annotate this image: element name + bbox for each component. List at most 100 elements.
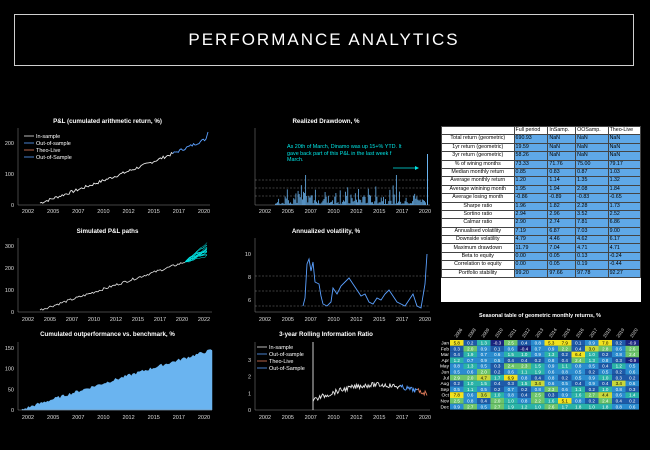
drawdown-bar <box>286 189 288 205</box>
drawdown-bar <box>372 202 373 205</box>
pnl-legend: In-sample Out-of-sample Theo-Live Out-of… <box>24 134 72 161</box>
seasonal-cell <box>531 369 545 375</box>
drawdown-bar <box>427 154 428 205</box>
seasonal-cell-value: 0.3 <box>454 346 461 351</box>
seasonal-cell-value: 0.2 <box>602 352 609 357</box>
drawdown-bar <box>334 196 336 205</box>
seasonal-cell <box>598 351 612 358</box>
x-tick-label: 2015 <box>373 415 385 421</box>
seasonal-cell <box>504 380 518 387</box>
drawdown-bar <box>352 201 354 205</box>
table-cell: 0.83 <box>547 167 577 178</box>
year-label: 2015 <box>561 327 571 339</box>
drawdown-bar <box>361 202 363 205</box>
seasonal-cell-value: 1.9 <box>467 352 474 357</box>
pnl-chart-panel: P&L (cumulated arithmetic return, %) 200… <box>0 114 215 222</box>
seasonal-cell-value: 2.5 <box>454 399 461 404</box>
x-tick-label: 2005 <box>282 415 294 421</box>
month-label: Jul <box>443 375 449 381</box>
drawdown-bar <box>370 195 371 205</box>
x-tick-label: 2012 <box>350 415 362 421</box>
seasonal-cell-value: 0.2 <box>616 370 623 375</box>
seasonal-cell <box>625 357 639 364</box>
seasonal-cell-value: 0.8 <box>575 399 582 404</box>
y-tick-labels: 6 8 10 <box>245 252 251 304</box>
drawdown-bar <box>422 200 424 205</box>
drawdown-bar <box>293 198 295 205</box>
seasonal-cell-value: 4.7 <box>481 375 488 380</box>
seasonal-cell-value: 3.6 <box>481 393 488 398</box>
seasonal-cell <box>463 351 477 358</box>
drawdown-bar <box>333 203 335 205</box>
seasonal-cell-value: 1.3 <box>467 364 474 369</box>
seasonal-cell <box>450 374 464 381</box>
row-label: Downside volatility <box>441 235 515 245</box>
table-cell: 0.00 <box>513 251 549 262</box>
drawdown-bar <box>408 203 410 205</box>
seasonal-cell-value: 0.6 <box>467 393 474 398</box>
drawdown-bar <box>384 203 385 205</box>
simulated-paths <box>184 242 208 263</box>
seasonal-cell <box>571 340 585 346</box>
drawdown-bar <box>405 197 407 205</box>
x-tick-label: 2017 <box>154 317 166 323</box>
x-tick-label: 2015 <box>373 317 385 323</box>
drawdown-bar <box>300 185 302 205</box>
drawdown-bar <box>367 188 369 205</box>
seasonal-cell-value: 2.0 <box>467 375 474 380</box>
drawdown-bar <box>383 196 384 205</box>
drawdown-bar <box>390 200 392 205</box>
seasonal-cell <box>504 363 518 369</box>
seasonal-cell-value: 0.4 <box>575 381 582 386</box>
x-tick-label: 2022 <box>198 317 210 323</box>
seasonal-cell <box>598 357 612 364</box>
drawdown-bar <box>299 197 301 205</box>
seasonal-cell <box>625 386 639 393</box>
drawdown-bar <box>318 200 319 205</box>
drawdown-bar <box>345 191 346 205</box>
seasonal-cell <box>571 403 585 410</box>
seasonal-cell <box>571 351 585 358</box>
seasonal-cell <box>558 363 572 369</box>
drawdown-bar <box>331 201 332 205</box>
drawdown-bar <box>365 203 367 205</box>
row-label: Maximum drawdown <box>441 243 515 253</box>
x-tick-label: 2002 <box>22 415 34 421</box>
information-ratio-chart-panel: 3-year Rolling Information Ratio 2002 200… <box>215 330 437 442</box>
legend-out-of-sample-2: Out-of-Sample <box>36 155 72 161</box>
table-cell: 11.79 <box>513 243 549 253</box>
table-cell: 71.76 <box>547 159 577 169</box>
table-row: Average losing month -0.86 -0.89 -0.83 -0.65 <box>441 193 642 203</box>
y-tick-label: 150 <box>5 346 14 352</box>
table-cell: 7.04 <box>547 243 577 253</box>
legend-in-sample: In-sample <box>269 345 293 351</box>
seasonal-cell <box>517 357 531 364</box>
table-cell: -0.65 <box>607 193 642 203</box>
seasonal-cell <box>598 386 612 393</box>
seasonal-cell <box>531 380 545 387</box>
ir-legend: In-sample Out-of-sample Theo-Live Out-of… <box>257 345 305 372</box>
seasonal-cell-value: -0.9 <box>628 358 636 363</box>
table-cell: 3.52 <box>575 209 609 220</box>
seasonal-cell <box>490 363 504 369</box>
x-tick-label: 2012 <box>122 415 134 421</box>
year-label: 2009 <box>480 327 490 339</box>
seasonal-cell-value: 0.8 <box>575 364 582 369</box>
month-label: Oct <box>442 393 450 399</box>
seasonal-cell <box>558 351 572 358</box>
seasonal-cell-value: 0.2 <box>616 341 623 346</box>
drawdown-bar <box>385 199 386 205</box>
seasonal-cell-value: 0.4 <box>454 352 461 357</box>
seasonal-cell <box>544 392 558 398</box>
seasonal-cell-value: 0.5 <box>602 370 609 375</box>
drawdown-bar <box>346 196 348 205</box>
information-ratio-chart: 2002 2005 2007 2010 2012 2015 2017 2020 0 1 2 3 In… <box>248 342 431 421</box>
year-label: 2020 <box>629 327 639 339</box>
seasonal-cell-value: 2.7 <box>494 404 501 409</box>
seasonal-cell <box>517 403 531 410</box>
table-row: 3yr return (geometric) 58.26 NaN NaN NaN <box>441 151 642 161</box>
seasonal-cell <box>463 357 477 364</box>
drawdown-bar <box>347 187 349 205</box>
table-cell: NaN <box>547 142 577 153</box>
seasonal-cell-value: 1.4 <box>629 393 636 398</box>
